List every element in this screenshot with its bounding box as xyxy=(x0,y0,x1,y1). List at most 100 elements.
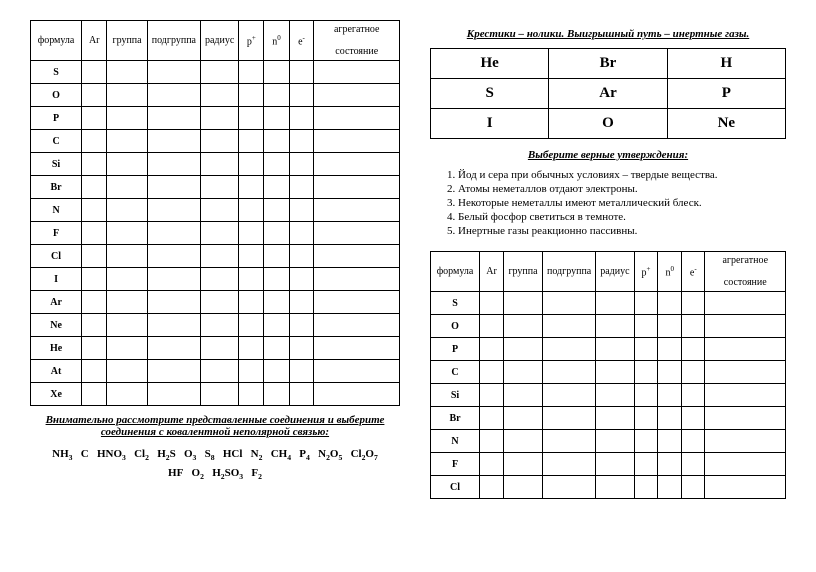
tic-cell: He xyxy=(431,49,549,79)
empty-cell xyxy=(289,360,314,383)
empty-cell xyxy=(314,337,400,360)
empty-cell xyxy=(480,361,504,384)
empty-cell xyxy=(82,84,107,107)
empty-cell xyxy=(200,61,238,84)
empty-cell xyxy=(504,292,543,315)
empty-cell xyxy=(504,384,543,407)
col-header: p+ xyxy=(239,21,264,61)
empty-cell xyxy=(82,314,107,337)
empty-cell xyxy=(200,360,238,383)
claim-item: Атомы неметаллов отдают электроны. xyxy=(458,183,786,195)
table-row: At xyxy=(31,360,400,383)
empty-cell xyxy=(596,292,634,315)
table-row: Cl xyxy=(431,476,786,499)
empty-cell xyxy=(314,314,400,337)
empty-cell xyxy=(239,245,264,268)
empty-cell xyxy=(658,476,682,499)
empty-cell xyxy=(480,407,504,430)
empty-cell xyxy=(107,291,147,314)
formula-cell: He xyxy=(31,337,82,360)
empty-cell xyxy=(314,383,400,406)
empty-cell xyxy=(239,130,264,153)
formula-cell: S xyxy=(431,292,480,315)
empty-cell xyxy=(82,222,107,245)
col-header: n0 xyxy=(264,21,289,61)
empty-cell xyxy=(596,361,634,384)
empty-cell xyxy=(289,337,314,360)
col-header: подгруппа xyxy=(147,21,200,61)
empty-cell xyxy=(147,360,200,383)
table-row: O xyxy=(31,84,400,107)
table-row: He xyxy=(31,337,400,360)
tic-cell: Br xyxy=(549,49,667,79)
empty-cell xyxy=(634,292,658,315)
empty-cell xyxy=(542,453,595,476)
empty-cell xyxy=(480,338,504,361)
empty-cell xyxy=(82,245,107,268)
empty-cell xyxy=(239,360,264,383)
empty-cell xyxy=(682,338,705,361)
empty-cell xyxy=(634,430,658,453)
empty-cell xyxy=(705,338,786,361)
empty-cell xyxy=(200,268,238,291)
empty-cell xyxy=(107,268,147,291)
empty-cell xyxy=(705,407,786,430)
empty-cell xyxy=(82,360,107,383)
empty-cell xyxy=(264,61,289,84)
empty-cell xyxy=(264,268,289,291)
empty-cell xyxy=(542,384,595,407)
empty-cell xyxy=(107,84,147,107)
table-row: C xyxy=(431,361,786,384)
formula-cell: N xyxy=(431,430,480,453)
empty-cell xyxy=(480,315,504,338)
empty-cell xyxy=(596,476,634,499)
formula-cell: Si xyxy=(31,153,82,176)
empty-cell xyxy=(107,360,147,383)
claim-item: Белый фосфор светиться в темноте. xyxy=(458,211,786,223)
empty-cell xyxy=(200,383,238,406)
col-header: агрегатноесостояние xyxy=(314,21,400,61)
table-row: Br xyxy=(31,176,400,199)
empty-cell xyxy=(289,245,314,268)
col-header: e- xyxy=(682,252,705,292)
empty-cell xyxy=(658,384,682,407)
empty-cell xyxy=(705,384,786,407)
empty-cell xyxy=(634,384,658,407)
empty-cell xyxy=(314,107,400,130)
empty-cell xyxy=(200,199,238,222)
empty-cell xyxy=(596,315,634,338)
table-row: I xyxy=(31,268,400,291)
table-row: Si xyxy=(431,384,786,407)
right-properties-table: формулаArгруппаподгруппарадиусp+n0e-агре… xyxy=(430,251,786,499)
empty-cell xyxy=(542,476,595,499)
empty-cell xyxy=(107,199,147,222)
empty-cell xyxy=(658,338,682,361)
table-row: O xyxy=(431,315,786,338)
empty-cell xyxy=(542,292,595,315)
empty-cell xyxy=(289,130,314,153)
empty-cell xyxy=(147,199,200,222)
empty-cell xyxy=(634,453,658,476)
tic-cell: Ar xyxy=(549,79,667,109)
formula-cell: Xe xyxy=(31,383,82,406)
empty-cell xyxy=(200,84,238,107)
empty-cell xyxy=(682,453,705,476)
empty-cell xyxy=(289,199,314,222)
empty-cell xyxy=(289,176,314,199)
empty-cell xyxy=(200,153,238,176)
claims-list: Йод и сера при обычных условиях – тверды… xyxy=(430,169,786,237)
empty-cell xyxy=(147,314,200,337)
empty-cell xyxy=(289,61,314,84)
tic-cell: O xyxy=(549,109,667,139)
empty-cell xyxy=(314,153,400,176)
empty-cell xyxy=(200,337,238,360)
col-header: агрегатноесостояние xyxy=(705,252,786,292)
table-row: F xyxy=(431,453,786,476)
tic-heading: Крестики – нолики. Выигрышный путь – ине… xyxy=(430,28,786,40)
empty-cell xyxy=(107,153,147,176)
empty-cell xyxy=(314,130,400,153)
compounds-list: NH3 C HNO3 Cl2 H2S O3 S8 HCl N2 CH4 P4 N… xyxy=(30,446,400,483)
empty-cell xyxy=(634,476,658,499)
empty-cell xyxy=(82,291,107,314)
empty-cell xyxy=(289,153,314,176)
